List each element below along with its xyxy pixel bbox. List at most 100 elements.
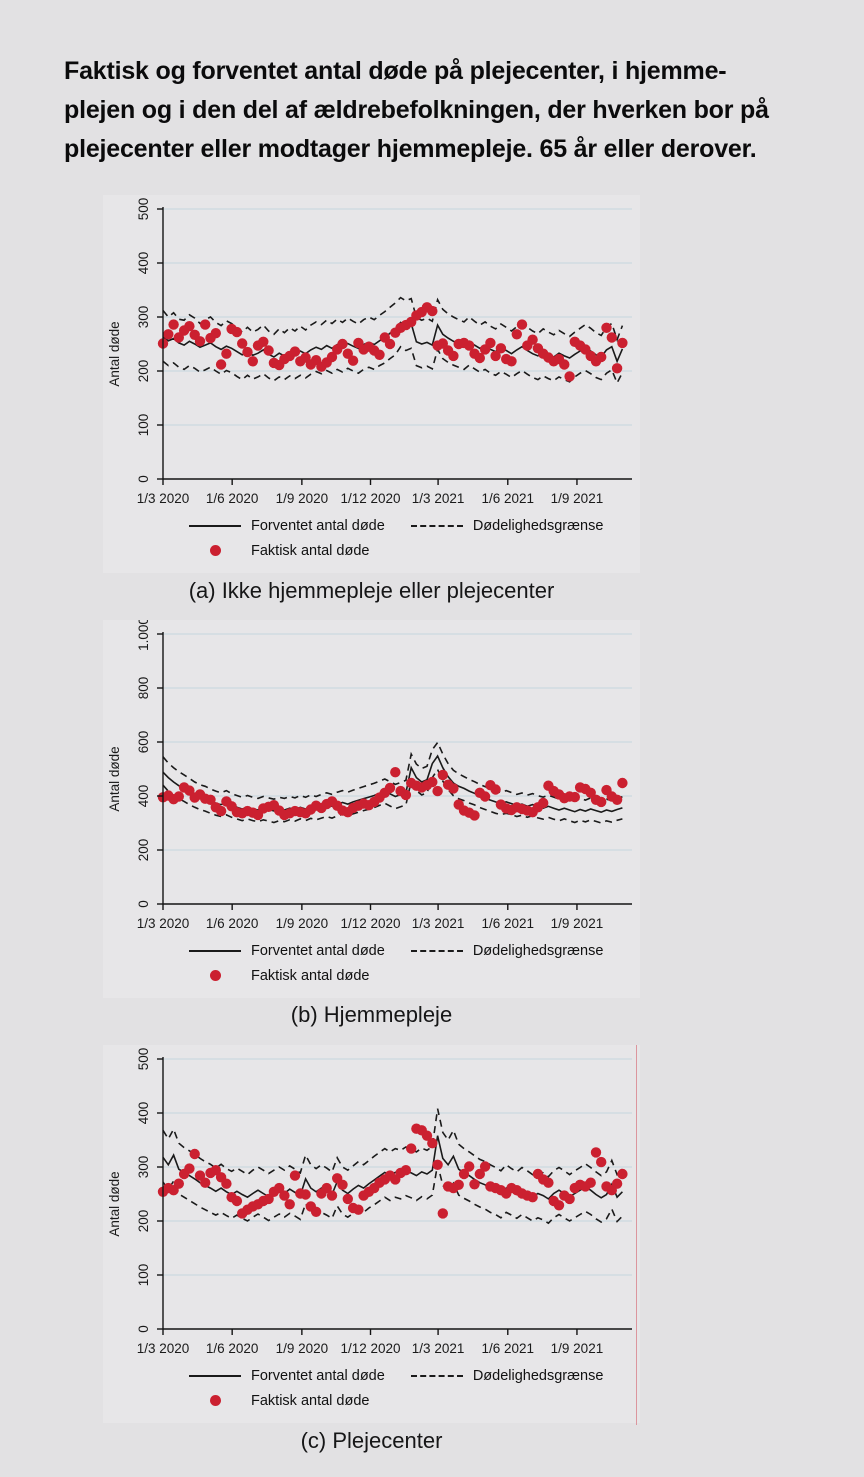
legend-row: Faktisk antal døde [189,538,640,563]
legend-label-expected: Forventet antal døde [251,517,385,534]
mortality-boundary-line [162,345,624,385]
legend-label-expected: Forventet antal døde [251,942,385,959]
mortality-boundary-line [162,1108,623,1178]
chart-a-caption: (a) Ikke hjemmepleje eller plejecenter [188,578,555,603]
gridlines [163,633,632,851]
actual-dots [157,302,628,382]
svg-text:0: 0 [136,1325,151,1333]
svg-text:1/3 2020: 1/3 2020 [137,916,190,931]
svg-text:1.000: 1.000 [136,620,151,651]
chart-a-plot: 0 100 200 300 400 500 1/3 2020 1/6 2020 1/9 2020… [107,198,632,506]
actual-dots [157,767,628,821]
x-axis-ticks: 1/3 2020 1/6 2020 1/9 2020 1/12 2020 1/3 202… [137,904,604,931]
svg-text:200: 200 [136,1210,151,1233]
svg-text:1/9 2020: 1/9 2020 [276,916,329,931]
svg-text:1/9 2021: 1/9 2021 [551,1341,604,1356]
page-title: Faktisk og forventet antal døde på pleje… [64,52,824,169]
chart-panel-c: 0 100 200 300 400 500 1/3 2020 1/6 2020 1/9 2020… [103,1045,640,1423]
legend-label-boundary: Dødelighedsgrænse [472,1367,604,1384]
legend-row: Faktisk antal døde [189,1388,640,1413]
svg-text:1/3 2020: 1/3 2020 [137,491,190,506]
legend-label-boundary: Dødelighedsgrænse [472,517,604,534]
svg-text:1/6 2021: 1/6 2021 [482,1341,535,1356]
expected-line-sample [189,949,241,952]
x-axis-ticks: 1/3 2020 1/6 2020 1/9 2020 1/12 2020 1/3 202… [137,479,604,506]
page-edge-line [636,1045,637,1425]
svg-text:1/12 2020: 1/12 2020 [340,1341,400,1356]
svg-text:1/3 2020: 1/3 2020 [137,1341,190,1356]
y-axis-ticks: 0 100 200 300 400 500 [136,198,163,483]
svg-text:300: 300 [136,1156,151,1179]
boundary-line-sample [410,949,463,952]
chart-panel-a: 0 100 200 300 400 500 1/3 2020 1/6 2020 1/9 2020… [103,195,640,573]
mortality-boundary-line [162,767,623,824]
svg-text:400: 400 [136,785,151,808]
axes [162,1057,632,1330]
legend-label-actual: Faktisk antal døde [251,967,370,984]
y-axis-title: Antal døde [107,1171,122,1236]
svg-text:1/3 2021: 1/3 2021 [412,491,465,506]
svg-text:200: 200 [136,839,151,862]
actual-dot-sample [189,1395,241,1406]
legend-row: Forventet antal døde Dødelighedsgrænse [189,938,640,963]
expected-line-sample [189,524,241,527]
svg-text:1/12 2020: 1/12 2020 [340,491,400,506]
axes [162,632,632,905]
svg-text:0: 0 [136,900,151,908]
svg-text:1/9 2021: 1/9 2021 [551,491,604,506]
y-axis-ticks: 0 100 200 300 400 500 [136,1048,163,1333]
mortality-boundary-line [162,740,623,803]
svg-text:1/6 2020: 1/6 2020 [206,1341,259,1356]
svg-text:400: 400 [136,1102,151,1125]
boundary-line-sample [410,1374,463,1377]
gridlines [163,208,632,426]
legend-row: Forventet antal døde Dødelighedsgrænse [189,513,640,538]
page-title-line: plejen og i den del af ældrebefolkningen… [64,96,769,124]
legend-label-actual: Faktisk antal døde [251,1392,370,1409]
legend-label-actual: Faktisk antal døde [251,542,370,559]
legend-label-boundary: Dødelighedsgrænse [472,942,604,959]
svg-text:1/6 2021: 1/6 2021 [482,491,535,506]
y-axis-title: Antal døde [107,746,122,811]
actual-dot-sample [189,545,241,556]
chart-b-caption: (b) Hjemmepleje [290,1002,453,1027]
chart-c-caption: (c) Plejecenter [300,1428,443,1453]
svg-text:1/3 2021: 1/3 2021 [412,1341,465,1356]
expected-line-sample [189,1374,241,1377]
svg-text:0: 0 [136,475,151,483]
actual-dot-sample [189,970,241,981]
y-axis-title: Antal døde [107,321,122,386]
page-title-line: Faktisk og forventet antal døde på pleje… [64,57,727,85]
legend-row: Faktisk antal døde [189,963,640,988]
svg-text:800: 800 [136,677,151,700]
y-axis-ticks: 0 200 400 600 800 1.000 [136,620,163,908]
x-axis-ticks: 1/3 2020 1/6 2020 1/9 2020 1/12 2020 1/3 202… [137,1329,604,1356]
boundary-line-sample [410,524,463,527]
svg-text:100: 100 [136,414,151,437]
axes [162,207,632,480]
svg-text:600: 600 [136,731,151,754]
svg-text:1/12 2020: 1/12 2020 [340,916,400,931]
chart-b-legend: Forventet antal døde Dødelighedsgrænse F… [103,938,640,988]
svg-text:1/9 2021: 1/9 2021 [551,916,604,931]
chart-panel-b: 0 200 400 600 800 1.000 1/3 2020 1/6 2020 1/9 20… [103,620,640,998]
chart-c-plot: 0 100 200 300 400 500 1/3 2020 1/6 2020 1/9 2020… [107,1048,632,1356]
gridlines [163,1058,632,1276]
svg-text:1/6 2020: 1/6 2020 [206,916,259,931]
actual-dots [157,1123,628,1219]
svg-text:400: 400 [136,252,151,275]
svg-text:300: 300 [136,306,151,329]
page-title-line: plejecenter eller modtager hjemmepleje. … [64,135,757,163]
svg-text:500: 500 [136,1048,151,1071]
svg-text:500: 500 [136,198,151,221]
chart-a-legend: Forventet antal døde Dødelighedsgrænse F… [103,513,640,563]
chart-b-plot: 0 200 400 600 800 1.000 1/3 2020 1/6 2020 1/9 20… [107,620,632,931]
svg-text:1/3 2021: 1/3 2021 [412,916,465,931]
chart-c-legend: Forventet antal døde Dødelighedsgrænse F… [103,1363,640,1413]
svg-text:1/9 2020: 1/9 2020 [276,1341,329,1356]
svg-text:200: 200 [136,360,151,383]
svg-text:1/9 2020: 1/9 2020 [276,491,329,506]
legend-row: Forventet antal døde Dødelighedsgrænse [189,1363,640,1388]
svg-text:1/6 2021: 1/6 2021 [482,916,535,931]
